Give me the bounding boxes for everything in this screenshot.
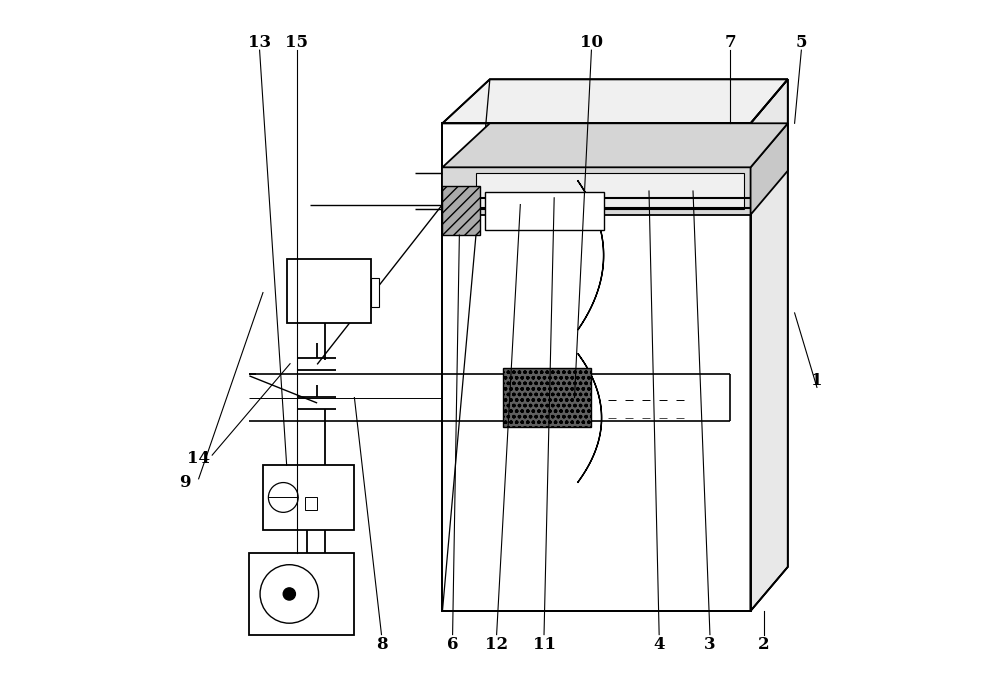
Text: 2: 2 — [758, 636, 770, 653]
Bar — [371, 278, 379, 307]
Bar — [503, 369, 591, 426]
Bar — [442, 186, 480, 235]
Text: 10: 10 — [580, 33, 603, 50]
Text: 1: 1 — [811, 372, 823, 389]
Bar — [263, 465, 354, 530]
Text: 13: 13 — [248, 33, 271, 50]
Circle shape — [283, 588, 295, 600]
Polygon shape — [442, 80, 788, 123]
Text: 7: 7 — [724, 33, 736, 50]
Text: 3: 3 — [704, 636, 716, 653]
Bar — [485, 192, 604, 230]
Bar — [442, 167, 751, 215]
Polygon shape — [751, 80, 788, 611]
Polygon shape — [442, 123, 788, 167]
Circle shape — [260, 564, 319, 623]
Text: 6: 6 — [447, 636, 458, 653]
Bar — [305, 497, 317, 510]
Text: 11: 11 — [533, 636, 556, 653]
Text: 14: 14 — [187, 450, 210, 467]
Text: 4: 4 — [653, 636, 665, 653]
Bar — [442, 123, 751, 611]
Bar — [249, 554, 354, 634]
Bar — [476, 173, 744, 209]
Bar — [442, 123, 751, 611]
Text: 5: 5 — [796, 33, 807, 50]
Bar — [287, 258, 371, 323]
Text: 15: 15 — [285, 33, 308, 50]
Text: 12: 12 — [485, 636, 508, 653]
Circle shape — [268, 483, 298, 512]
Text: 8: 8 — [376, 636, 387, 653]
Text: 9: 9 — [179, 474, 191, 491]
Polygon shape — [751, 123, 788, 215]
